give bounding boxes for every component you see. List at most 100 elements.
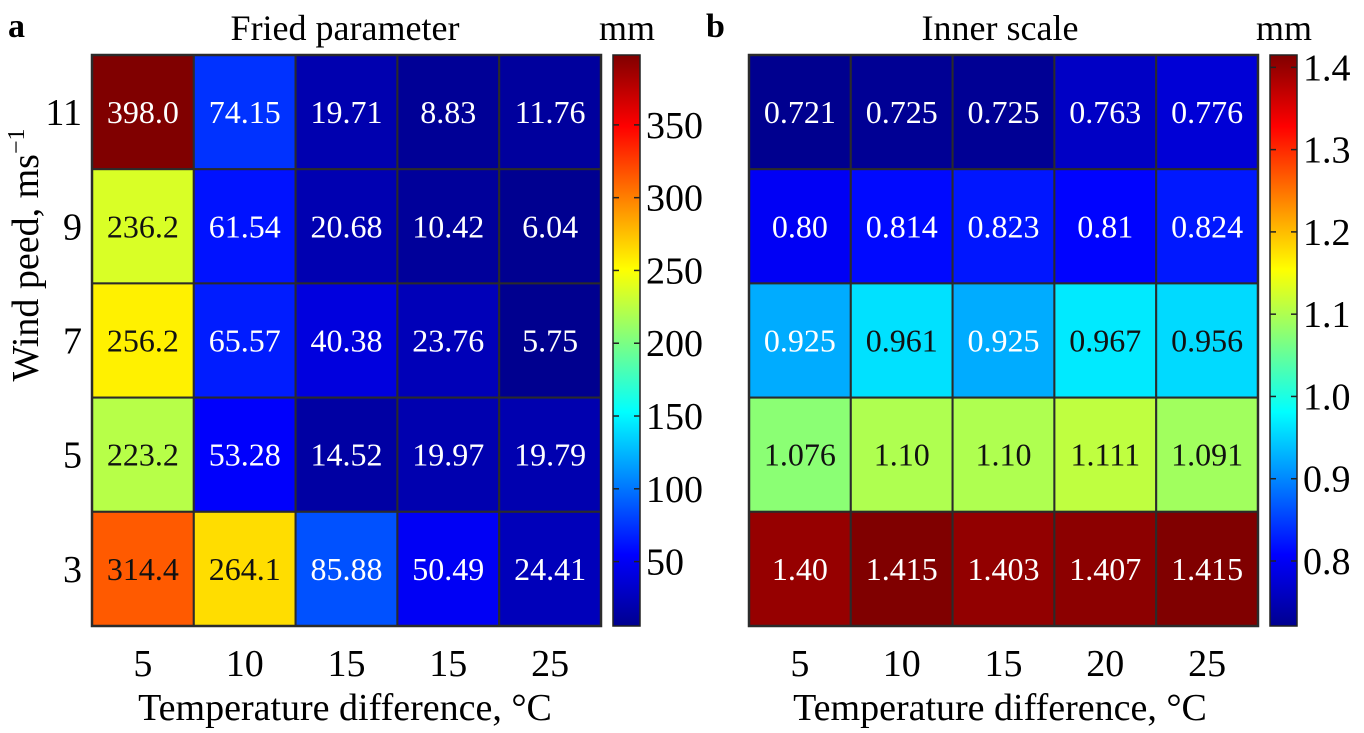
panel-b-cell-r3-c2	[951, 396, 1056, 513]
panel-b-cell-label-r0-c4: 0.776	[1171, 94, 1243, 130]
panel-b-colorbar-tick-label: 1.0	[1303, 376, 1351, 418]
panel-a-cell-label-r3-c0: 223.2	[107, 437, 179, 473]
panel-a-cell-label-r1-c4: 6.04	[522, 208, 578, 244]
panel-b-cell-r2-c0	[748, 282, 852, 399]
panel-b-heatmap: 0.721 0.725 0.725 0.763 0.776 0.80 0.814 0.823 0…	[747, 53, 1260, 628]
panel-b-cell-r2-c2	[951, 282, 1056, 399]
panel-b-colorbar-tick-label: 1.4	[1303, 47, 1351, 89]
panel-a-cell-r2-c1	[192, 282, 297, 399]
panel-a-x-tick-label: 25	[531, 643, 569, 685]
panel-b-colorbar	[1269, 54, 1298, 627]
panel-b-cell-r4-c4	[1155, 510, 1259, 627]
panel-b-colorbar-unit: mm	[1256, 8, 1312, 48]
panel-a-cell-label-r4-c3: 50.49	[412, 551, 484, 587]
panel-a-cell-label-r2-c1: 65.57	[209, 323, 281, 359]
panel-a-x-tick-label: 10	[226, 643, 264, 685]
panel-a-cell-label-r1-c2: 20.68	[311, 208, 383, 244]
panel-a-colorbar-tick-label: 200	[646, 323, 703, 365]
panel-a-cell-r3-c4	[498, 396, 603, 513]
panel-b-cell-r1-c2	[951, 168, 1056, 285]
panel-b-cell-r2-c4	[1155, 282, 1259, 399]
panel-b-inner-scale: b Inner scale mm 0.721 0.725 0.725 0.763 0.7…	[706, 8, 1351, 729]
panel-a-cell-label-r0-c0: 398.0	[107, 94, 179, 130]
panel-a-cell-r1-c4	[498, 168, 603, 285]
panel-a-x-tick-label: 5	[133, 643, 152, 685]
panel-b-colorbar-tick-label: 0.8	[1303, 541, 1351, 583]
panel-a-cell-r0-c0	[91, 54, 195, 171]
panel-b-colorbar-tick-label: 1.1	[1303, 294, 1351, 336]
panel-b-cell-r3-c3	[1053, 396, 1158, 513]
panel-b-cell-r4-c2	[951, 510, 1056, 627]
panel-b-x-tick-label: 10	[883, 643, 921, 685]
panel-a-cell-r2-c3	[396, 282, 501, 399]
panel-a-cell-label-r0-c1: 74.15	[209, 94, 281, 130]
panel-b-x-tick-label: 20	[1086, 643, 1124, 685]
panel-b-cell-label-r2-c1: 0.961	[866, 323, 938, 359]
panel-a-cell-label-r4-c0: 314.4	[107, 551, 179, 587]
panel-b-cell-label-r2-c0: 0.925	[764, 323, 836, 359]
panel-b-colorbar-tick-label: 1.2	[1303, 212, 1351, 254]
panel-a-colorbar-unit: mm	[599, 8, 655, 48]
panel-a-y-ticks: 11 9 7 5 3	[45, 92, 82, 591]
panel-a-cell-label-r0-c3: 8.83	[420, 94, 476, 130]
panel-b-colorbar-tick-label: 0.9	[1303, 459, 1351, 501]
panel-a-cell-r3-c3	[396, 396, 501, 513]
panel-a-cell-label-r4-c2: 85.88	[311, 551, 383, 587]
panel-a-frame	[90, 53, 603, 628]
panel-a-cell-label-r0-c4: 11.76	[515, 94, 586, 130]
panel-a-cell-r0-c1	[192, 54, 297, 171]
panel-a-heatmap: 398.0 74.15 19.71 8.83 11.76 236.2 61.54 20.68 1…	[90, 53, 603, 628]
panel-a-cell-r3-c2	[294, 396, 399, 513]
panel-b-cell-r0-c4	[1155, 54, 1259, 171]
panel-b-cell-label-r3-c2: 1.10	[976, 437, 1032, 473]
panel-b-cell-label-r3-c4: 1.091	[1171, 437, 1243, 473]
panel-b-cell-r1-c4	[1155, 168, 1259, 285]
panel-b-cell-label-r4-c2: 1.403	[968, 551, 1040, 587]
panel-a-y-axis-label-text: Wind peed, ms	[5, 154, 47, 381]
panel-a-x-ticks: 5 10 15 15 25	[133, 643, 569, 685]
panel-b-cell-label-r4-c4: 1.415	[1171, 551, 1243, 587]
panel-a-cell-label-r1-c0: 236.2	[107, 208, 179, 244]
panel-b-title: Inner scale	[922, 8, 1079, 48]
panel-a-cell-label-r0-c2: 19.71	[311, 94, 383, 130]
panel-a-cell-label-r4-c4: 24.41	[514, 551, 586, 587]
panel-b-cell-r4-c1	[849, 510, 954, 627]
panel-a-cell-r4-c0	[91, 510, 195, 627]
panel-a-colorbar-tick-label: 350	[646, 105, 703, 147]
panel-a-y-tick-label: 11	[45, 92, 82, 134]
panel-b-cell-r3-c1	[849, 396, 954, 513]
panel-a-cell-r4-c2	[294, 510, 399, 627]
panel-b-label: b	[706, 8, 725, 45]
panel-a-y-tick-label: 9	[63, 206, 82, 248]
panel-a-y-tick-label: 3	[63, 549, 82, 591]
panel-a-x-tick-label: 15	[328, 643, 366, 685]
panel-b-cell-label-r2-c3: 0.967	[1069, 323, 1141, 359]
panel-a-title: Fried parameter	[231, 8, 460, 48]
panel-a-cell-label-r1-c1: 61.54	[209, 208, 281, 244]
panel-b-cell-label-r1-c1: 0.814	[866, 208, 938, 244]
panel-a-colorbar-tick-label: 50	[646, 542, 684, 584]
panel-b-x-tick-label: 25	[1188, 643, 1226, 685]
panel-a-y-axis-label: Wind peed, ms−1	[4, 128, 47, 381]
panel-a-cell-r1-c2	[294, 168, 399, 285]
panel-a-colorbar-ticks: 50 100 150 200 250 300 350	[613, 105, 703, 584]
panel-a-cell-r3-c1	[192, 396, 297, 513]
panel-b-x-axis-label: Temperature difference, °C	[793, 687, 1207, 729]
panel-a-colorbar-tick-label: 300	[646, 178, 703, 220]
panel-b-cell-r4-c0	[748, 510, 852, 627]
panel-a-y-tick-label: 7	[63, 321, 82, 363]
panel-b-cell-label-r4-c1: 1.415	[866, 551, 938, 587]
panel-b-cell-label-r1-c4: 0.824	[1171, 208, 1243, 244]
panel-a-cell-label-r3-c4: 19.79	[514, 437, 586, 473]
panel-b-cell-label-r1-c3: 0.81	[1077, 208, 1133, 244]
panel-a-colorbar-tick-label: 150	[646, 396, 703, 438]
panel-b-cell-label-r2-c2: 0.925	[968, 323, 1040, 359]
panel-a-fried-parameter: a Fried parameter mm 398.0 74.15 19.71 8.83…	[4, 8, 703, 729]
panel-a-label: a	[8, 8, 25, 45]
panel-b-cell-label-r0-c3: 0.763	[1069, 94, 1141, 130]
panel-b-colorbar-ticks: 0.8 0.9 1.0 1.1 1.2 1.3 1.4	[1270, 47, 1351, 583]
panel-b-cell-r3-c4	[1155, 396, 1259, 513]
panel-b-cell-label-r3-c3: 1.111	[1070, 437, 1140, 473]
panel-b-cell-r1-c3	[1053, 168, 1158, 285]
